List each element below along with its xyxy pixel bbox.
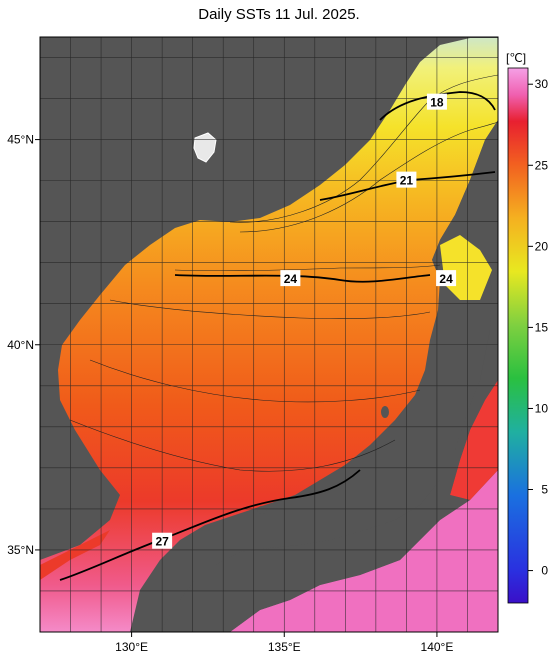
lake-khanka xyxy=(193,132,217,163)
isotherms xyxy=(69,74,498,472)
colorbar-unit: [℃] xyxy=(506,51,526,65)
colorbar-ticks: 30 25 20 15 10 5 0 xyxy=(528,77,549,578)
colorbar-tick-label: 10 xyxy=(535,401,549,415)
contour-label: 24 xyxy=(439,272,453,286)
pacific-sea-north xyxy=(450,380,498,500)
contour-label: 21 xyxy=(400,174,414,188)
honshu xyxy=(160,215,498,632)
pacific-sea xyxy=(230,470,498,632)
lat-tick-label: 40°N xyxy=(7,338,34,352)
contour-label: 24 xyxy=(284,272,298,286)
sado-island xyxy=(381,406,389,418)
sea-of-japan xyxy=(40,38,498,632)
colorbar-tick-label: 30 xyxy=(535,77,549,91)
colorbar-tick-label: 20 xyxy=(535,239,549,253)
korea-coast-sea xyxy=(40,530,110,580)
contour-label-box xyxy=(152,532,173,549)
contour-labels: 18 21 24 24 27 xyxy=(152,93,457,549)
colorbar-tick-label: 0 xyxy=(541,564,548,578)
contour-label: 27 xyxy=(155,535,169,549)
lon-tick-label: 130°E xyxy=(115,640,148,654)
colorbar-tick-label: 15 xyxy=(535,320,549,334)
colorbar-tick-label: 25 xyxy=(535,158,549,172)
hokkaido xyxy=(432,120,498,262)
contour-label-box xyxy=(396,171,417,188)
lat-tick-label: 45°N xyxy=(7,133,34,147)
colorbar: [℃] 30 25 20 15 10 5 0 xyxy=(506,51,549,604)
map-frame xyxy=(39,36,499,633)
contour-label-box xyxy=(436,270,457,287)
contour-label-box xyxy=(280,270,301,287)
contour-label-box xyxy=(426,93,447,110)
lon-tick-label: 135°E xyxy=(268,640,301,654)
oki-island xyxy=(257,506,267,514)
lon-tick-label: 140°E xyxy=(421,640,454,654)
contour-label: 18 xyxy=(430,96,444,110)
lat-tick-label: 35°N xyxy=(7,543,34,557)
map-area xyxy=(40,37,498,632)
colorbar-gradient xyxy=(507,67,529,604)
colorbar-tick-label: 5 xyxy=(541,483,548,497)
map-title: Daily SSTs 11 Jul. 2025. xyxy=(198,6,360,23)
axis-ticks: 130°E 135°E 140°E 45°N 40°N 35°N xyxy=(7,133,453,654)
